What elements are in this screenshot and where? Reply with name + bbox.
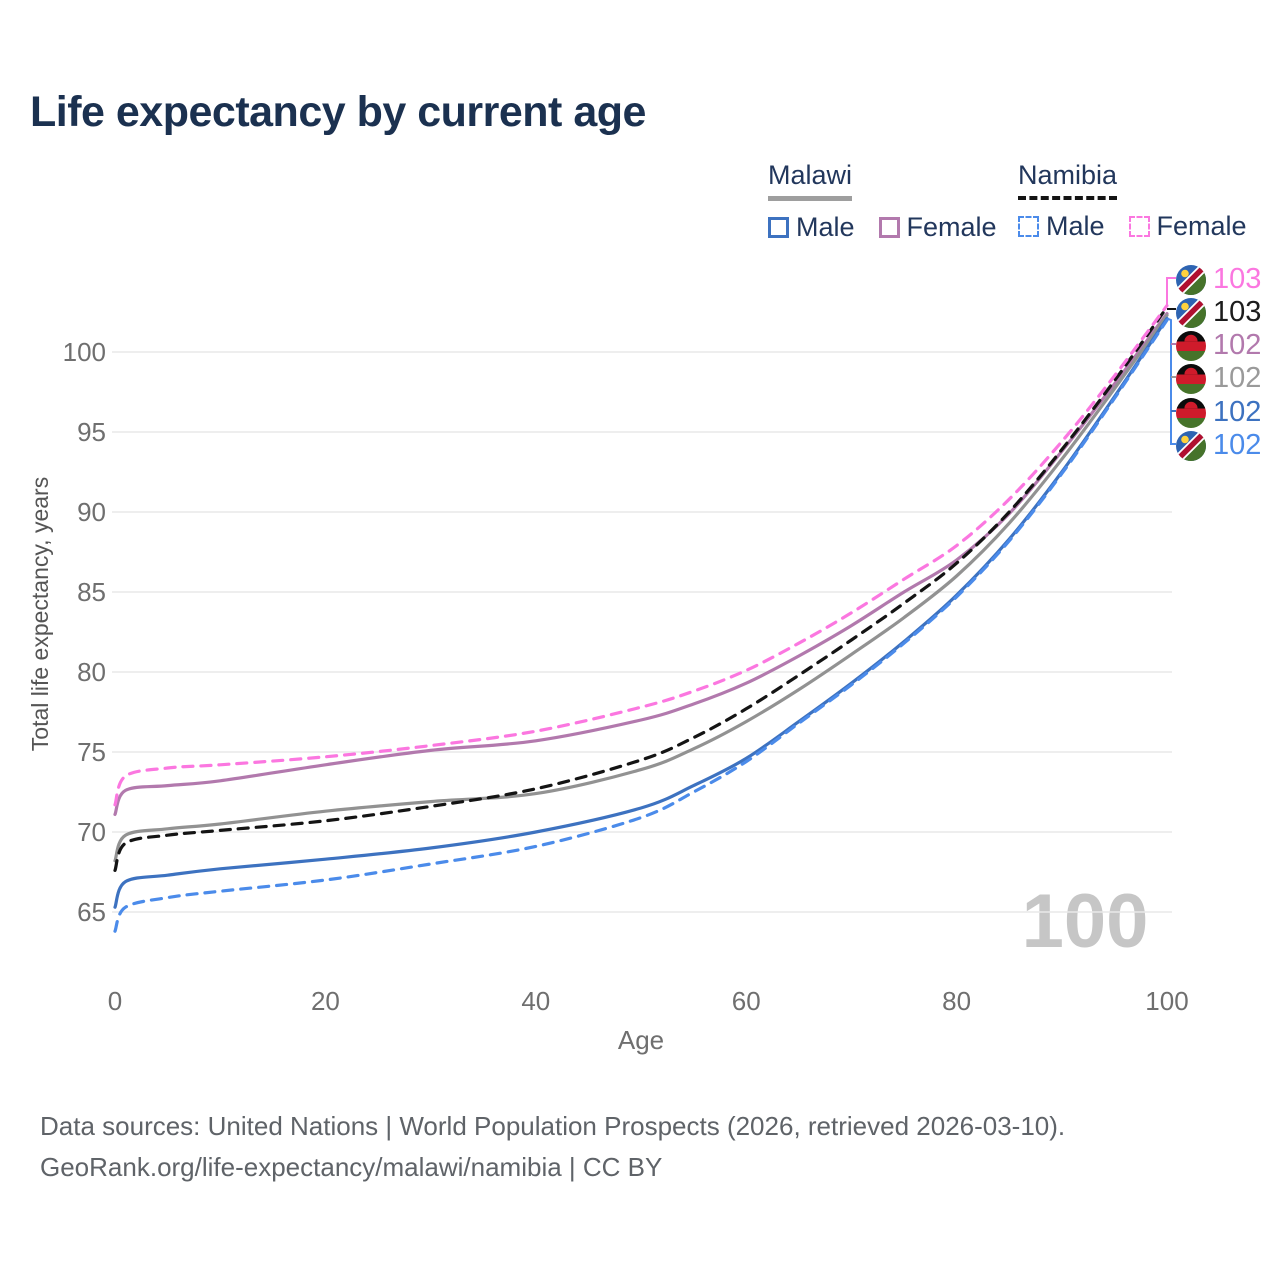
end-label-value: 103 (1213, 263, 1262, 295)
series-line-namibia[interactable] (113, 305, 1169, 872)
legend-item-label: Male (796, 212, 855, 242)
x-tick-label: 40 (521, 986, 550, 1016)
end-label-malawi-3: 102 (1176, 362, 1261, 395)
end-label-malawi-2: 102 (1176, 329, 1261, 362)
series-line-namibia-male[interactable] (113, 318, 1169, 933)
end-label-namibia-5: 102 (1176, 429, 1261, 462)
series-line-malawi-female[interactable] (113, 312, 1169, 816)
footer-data-sources: Data sources: United Nations | World Pop… (40, 1111, 1066, 1141)
legend-item-namibia-male[interactable]: Male (1018, 211, 1105, 242)
footer: Data sources: United Nations | World Pop… (40, 1106, 1065, 1188)
footer-url: GeoRank.org/life-expectancy/malawi/namib… (40, 1152, 663, 1182)
leader-namibia-female (1166, 277, 1176, 306)
legend-country-malawi[interactable]: Malawi (768, 160, 853, 201)
y-tick-label: 85 (77, 577, 106, 607)
legend-item-namibia-female[interactable]: Female (1128, 211, 1247, 242)
legend-item-malawi-female[interactable]: Female (878, 212, 997, 243)
y-tick-label: 80 (77, 657, 106, 687)
age-watermark: 100 (1022, 879, 1149, 964)
legend-country-namibia[interactable]: Namibia (1018, 160, 1118, 200)
x-tick-label: 100 (1145, 986, 1188, 1016)
malawi-female-swatch-icon (878, 217, 900, 238)
y-tick-label: 75 (77, 737, 106, 767)
namibia-female-swatch-icon (1128, 216, 1150, 237)
end-label-value: 102 (1213, 329, 1262, 361)
legend-item-label: Female (906, 212, 997, 242)
namibia-flag-icon (1176, 264, 1206, 295)
malawi-flag-icon (1176, 397, 1206, 428)
leader-bracket (1166, 317, 1176, 445)
series-line-malawi-male[interactable] (113, 316, 1169, 909)
y-tick-label: 100 (63, 337, 106, 367)
series-line-malawi[interactable] (113, 313, 1169, 863)
malawi-flag-icon (1176, 330, 1206, 361)
end-label-value: 102 (1213, 362, 1262, 394)
y-tick-label: 70 (77, 817, 106, 847)
x-axis-title: Age (618, 1025, 664, 1055)
end-label-namibia-0: 103 (1176, 263, 1261, 296)
end-label-value: 102 (1213, 429, 1262, 461)
end-label-value: 102 (1213, 396, 1262, 428)
end-label-value: 103 (1213, 296, 1262, 328)
namibia-flag-icon (1176, 430, 1206, 461)
legend-item-malawi-male[interactable]: Male (768, 212, 855, 243)
legend-item-label: Female (1156, 211, 1247, 241)
malawi-male-swatch-icon (768, 217, 789, 238)
x-tick-label: 20 (311, 986, 340, 1016)
namibia-flag-icon (1176, 297, 1206, 328)
y-tick-label: 65 (77, 897, 106, 927)
x-tick-label: 0 (108, 986, 122, 1016)
end-label-malawi-4: 102 (1176, 396, 1261, 429)
series-line-namibia-female[interactable] (113, 304, 1169, 807)
x-tick-label: 60 (732, 986, 761, 1016)
legend-group-malawi: Malawi Male Female (768, 160, 997, 243)
y-tick-label: 95 (77, 417, 106, 447)
x-tick-label: 80 (942, 986, 971, 1016)
y-tick-label: 90 (77, 497, 106, 527)
page-title: Life expectancy by current age (30, 88, 646, 136)
y-axis-title: Total life expectancy, years (27, 477, 53, 751)
malawi-flag-icon (1176, 363, 1206, 394)
legend-item-label: Male (1046, 211, 1105, 241)
legend-group-namibia: Namibia Male Female (1018, 160, 1247, 242)
end-label-namibia-1: 103 (1176, 296, 1261, 329)
namibia-male-swatch-icon (1018, 216, 1039, 237)
